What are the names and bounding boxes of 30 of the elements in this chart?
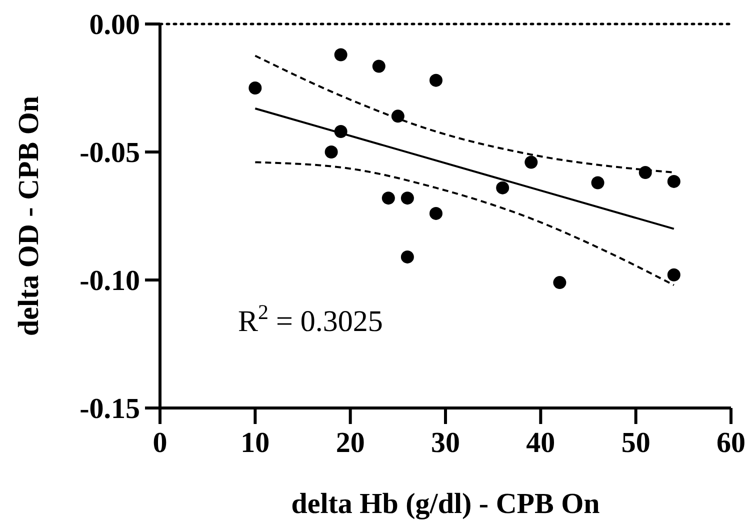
point: [324, 146, 338, 158]
point: [429, 74, 442, 87]
point: [400, 192, 414, 205]
x-tick-label: 40: [526, 427, 556, 459]
point: [429, 206, 442, 220]
x-tick-label: 50: [621, 427, 650, 459]
point: [667, 174, 680, 188]
x-tick-label: 0: [152, 427, 168, 459]
line-series: [254, 161, 675, 286]
y-axis-title: delta OD - CPB On: [13, 96, 45, 336]
point: [334, 48, 348, 62]
point: [667, 268, 680, 282]
point: [553, 276, 566, 290]
point: [372, 60, 386, 73]
x-axis-title: delta Hb (g/dl) - CPB On: [291, 488, 600, 520]
y-tick-label: -0.15: [80, 393, 140, 426]
x-tick-label: 30: [431, 427, 460, 459]
point: [591, 176, 604, 190]
x-tick-label: 20: [336, 427, 365, 459]
y-tick-label: -0.10: [80, 265, 140, 298]
y-tick-label: 0.00: [89, 9, 140, 42]
point: [524, 156, 538, 169]
annotation: R$^{2}$ = 0.3025: [238, 300, 383, 338]
point: [400, 250, 414, 264]
point: [382, 192, 395, 205]
x-tick-label: 60: [716, 427, 746, 459]
x-tick-label: 10: [240, 427, 270, 459]
y-tick-label: -0.05: [80, 137, 140, 170]
point: [496, 181, 510, 194]
point: [248, 82, 262, 94]
